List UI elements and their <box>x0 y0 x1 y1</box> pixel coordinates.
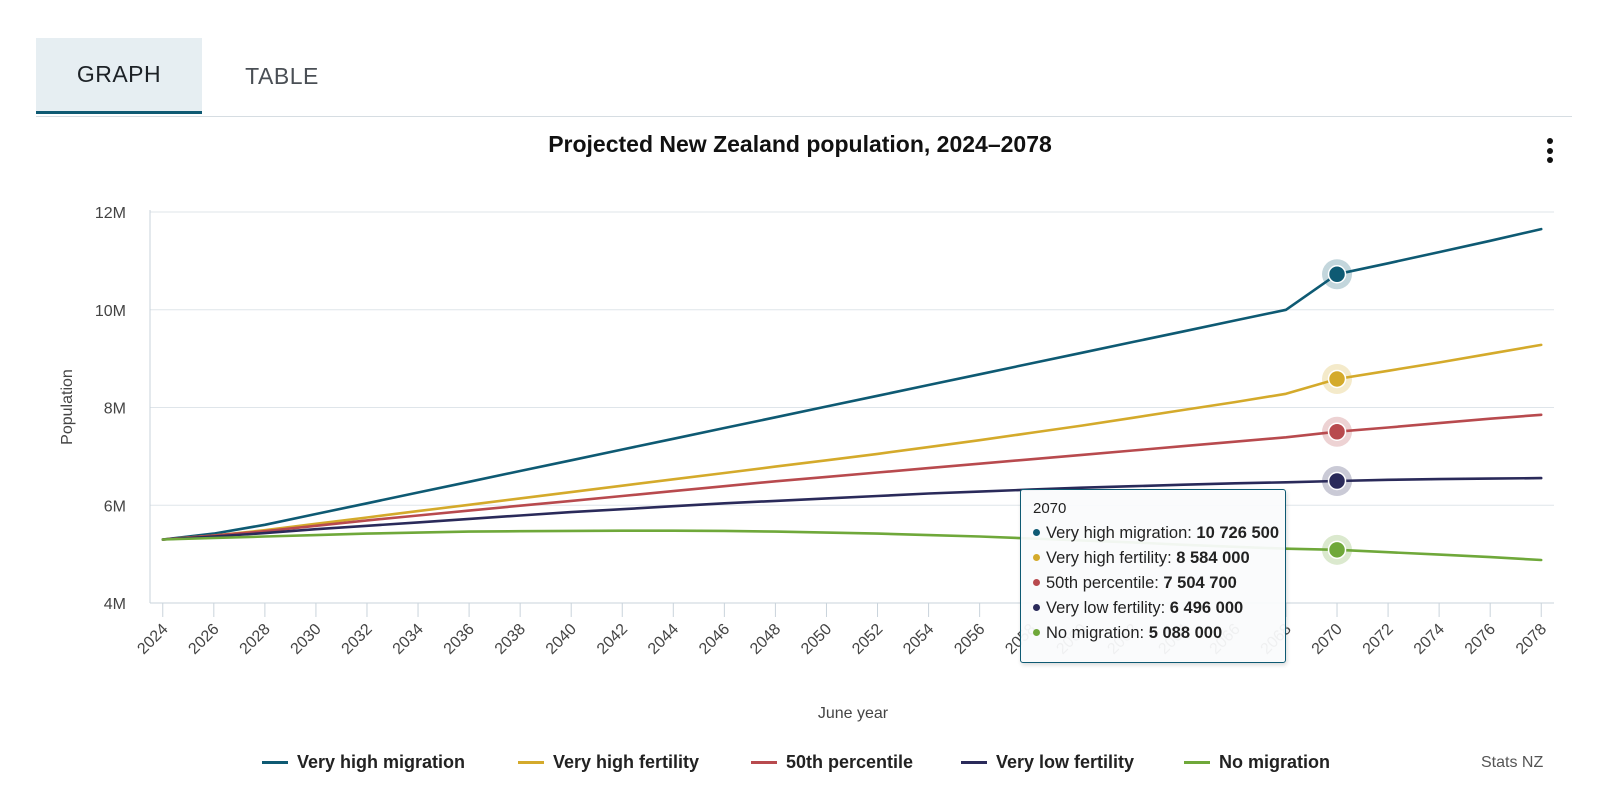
x-tick-label: 2078 <box>1513 621 1550 658</box>
tooltip-row: Very high migration: 10 726 500 <box>1033 524 1279 543</box>
series-lines <box>161 227 1543 562</box>
series-dot-icon <box>1033 604 1040 612</box>
series-dot-icon <box>1033 554 1040 562</box>
data-point <box>1327 540 1347 560</box>
data-point <box>1327 369 1347 389</box>
series-dot-icon <box>1033 629 1040 637</box>
tab-table[interactable]: TABLE <box>245 62 319 89</box>
series-line <box>161 476 1543 541</box>
more-vertical-icon <box>1547 138 1553 144</box>
x-tick-label: 2040 <box>543 621 580 658</box>
tooltip-row: Very low fertility: 6 496 000 <box>1033 599 1243 618</box>
legend-item[interactable]: Very high fertility <box>518 752 699 773</box>
series-line <box>161 227 1543 541</box>
x-tick-label: 2076 <box>1462 621 1499 658</box>
x-tick-label: 2054 <box>900 621 937 658</box>
series-dot-icon <box>1033 579 1040 587</box>
legend-swatch <box>751 761 777 764</box>
tooltip-row: Very high fertility: 8 584 000 <box>1033 549 1250 568</box>
tooltip-row: 50th percentile: 7 504 700 <box>1033 574 1237 593</box>
tab-bar: GRAPH TABLE <box>36 38 1572 117</box>
tooltip-year: 2070 <box>1033 500 1067 517</box>
x-tick-label: 2028 <box>237 621 274 658</box>
y-tick-label: 4M <box>104 596 126 613</box>
data-point <box>1327 264 1347 284</box>
x-tick-label: 2056 <box>951 621 988 658</box>
x-tick-label: 2070 <box>1309 621 1346 658</box>
chart-title: Projected New Zealand population, 2024–2… <box>548 131 1052 157</box>
series-dot-icon <box>1033 529 1040 537</box>
x-tick-label: 2038 <box>492 621 529 658</box>
y-tick-label: 8M <box>104 401 126 418</box>
source-credit: Stats NZ <box>1481 754 1544 771</box>
x-tick-label: 2052 <box>849 621 886 658</box>
series-line <box>161 529 1543 562</box>
data-point <box>1327 471 1347 491</box>
x-tick-label: 2050 <box>798 621 835 658</box>
y-tick-label: 12M <box>95 205 126 222</box>
legend-swatch <box>1184 761 1210 764</box>
x-tick-label: 2044 <box>645 621 682 658</box>
x-tick-label: 2042 <box>594 621 631 658</box>
x-tick-label: 2034 <box>390 621 427 658</box>
x-tick-label: 2048 <box>747 621 784 658</box>
x-tick-label: 2074 <box>1411 621 1448 658</box>
x-tick-label: 2030 <box>288 621 325 658</box>
x-tick-label: 2046 <box>696 621 733 658</box>
y-tick-label: 10M <box>95 303 126 320</box>
x-tick-label: 2026 <box>185 621 222 658</box>
legend-item[interactable]: 50th percentile <box>751 752 913 773</box>
x-tick-label: 2032 <box>339 621 376 658</box>
chart-menu-button[interactable] <box>1540 138 1560 170</box>
y-tick-label: 6M <box>104 498 126 515</box>
x-axis-title: June year <box>818 705 889 722</box>
series-line <box>161 413 1543 541</box>
data-point <box>1327 422 1347 441</box>
legend-item[interactable]: Very high migration <box>262 752 465 773</box>
tab-graph[interactable]: GRAPH <box>36 38 202 114</box>
series-line <box>161 343 1543 541</box>
x-tick-label: 2072 <box>1360 621 1397 658</box>
legend-swatch <box>961 761 987 764</box>
legend-swatch <box>262 761 288 764</box>
x-tick-label: 2024 <box>134 621 171 658</box>
highlight-markers <box>1322 259 1353 565</box>
y-axis-title: Population <box>59 369 76 445</box>
legend-item[interactable]: No migration <box>1184 752 1330 773</box>
legend-item[interactable]: Very low fertility <box>961 752 1134 773</box>
chart-tooltip: 2070 Very high migration: 10 726 500 Ver… <box>1020 489 1286 663</box>
x-tick-label: 2036 <box>441 621 478 658</box>
tooltip-row: No migration: 5 088 000 <box>1033 624 1222 643</box>
legend-swatch <box>518 761 544 764</box>
